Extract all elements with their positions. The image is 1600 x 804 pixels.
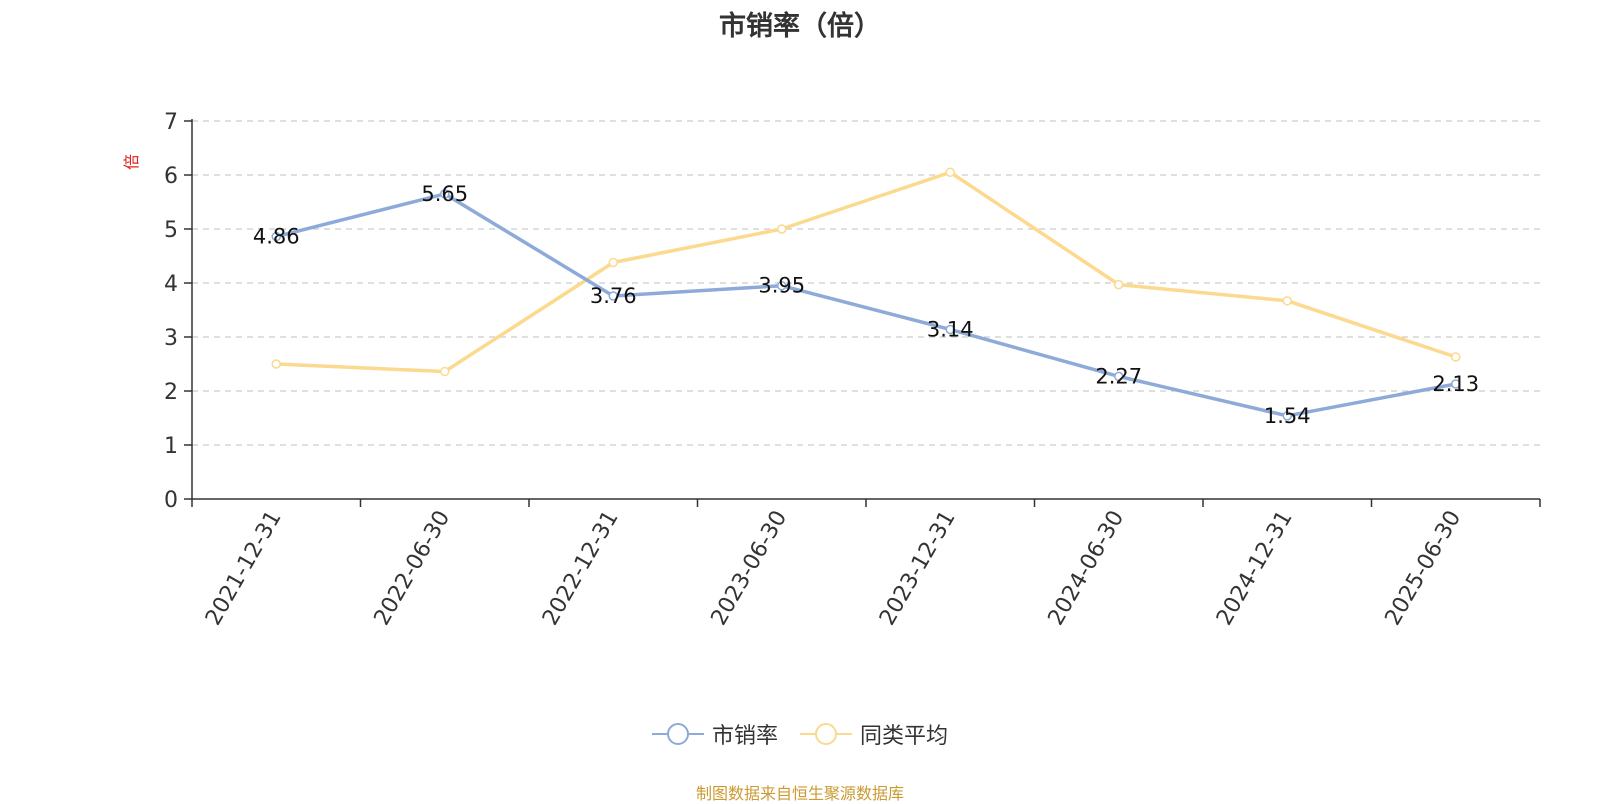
data-point-series-1 — [1282, 411, 1292, 421]
data-point-series-2 — [945, 167, 955, 178]
y-tick-label: 0 — [164, 488, 178, 513]
series-line-2 — [276, 170, 1457, 374]
source-note: 制图数据来自恒生聚源数据库 — [695, 784, 904, 803]
data-label: 2.13 — [1432, 372, 1479, 396]
y-tick-label: 6 — [164, 164, 178, 189]
data-point-series-2 — [271, 359, 281, 369]
legend-item-series-2[interactable]: 同类平均 — [800, 718, 948, 750]
x-tick-label: 2022-12-31 — [538, 507, 624, 630]
data-point-series-1 — [271, 231, 281, 242]
data-label: 1.54 — [1264, 404, 1311, 428]
data-label: 3.76 — [590, 284, 637, 308]
legend: 市销率 同类平均 — [0, 718, 1600, 750]
data-point-series-1 — [608, 291, 618, 301]
x-tick-label: 2023-06-30 — [707, 507, 793, 630]
data-label: 3.14 — [927, 317, 974, 341]
data-point-series-1 — [1451, 379, 1461, 389]
data-point-series-1 — [777, 280, 787, 291]
data-point-series-2 — [608, 257, 618, 268]
data-point-series-2 — [1451, 352, 1461, 362]
data-point-series-2 — [1114, 279, 1124, 290]
x-tick-label: 2024-06-30 — [1044, 507, 1130, 630]
data-point-series-1 — [1114, 371, 1124, 382]
x-tick-label: 2025-06-30 — [1381, 507, 1467, 630]
x-tick-label: 2024-12-31 — [1212, 507, 1298, 630]
data-label: 4.86 — [253, 225, 300, 249]
y-tick-label: 5 — [164, 218, 178, 243]
legend-label-series-2: 同类平均 — [860, 724, 949, 749]
legend-label-series-1: 市销率 — [711, 724, 778, 749]
series-line-1 — [275, 192, 1457, 418]
data-point-series-2 — [1282, 296, 1292, 306]
x-tick-label: 2022-06-30 — [370, 507, 456, 630]
data-point-series-1 — [945, 324, 955, 335]
legend-item-series-1[interactable]: 市销率 — [651, 718, 778, 750]
y-tick-label: 2 — [164, 380, 178, 405]
data-point-series-2 — [440, 366, 450, 377]
data-label: 2.27 — [1095, 364, 1142, 388]
x-tick-label: 2021-12-31 — [201, 507, 287, 630]
y-tick-label: 3 — [164, 326, 178, 351]
legend-marker-series-2 — [800, 723, 852, 745]
legend-marker-series-1 — [651, 723, 704, 745]
x-tick-label: 2023-12-31 — [875, 507, 961, 630]
y-tick-label: 4 — [164, 272, 178, 297]
data-point-series-2 — [777, 224, 787, 234]
data-label: 5.65 — [421, 182, 468, 206]
chart-title: 市销率（倍） — [719, 11, 881, 42]
data-point-series-1 — [440, 189, 450, 199]
data-label: 3.95 — [758, 274, 805, 298]
y-tick-label: 7 — [164, 110, 178, 135]
y-axis-label: 倍 — [122, 154, 141, 170]
y-tick-label: 1 — [164, 434, 178, 459]
